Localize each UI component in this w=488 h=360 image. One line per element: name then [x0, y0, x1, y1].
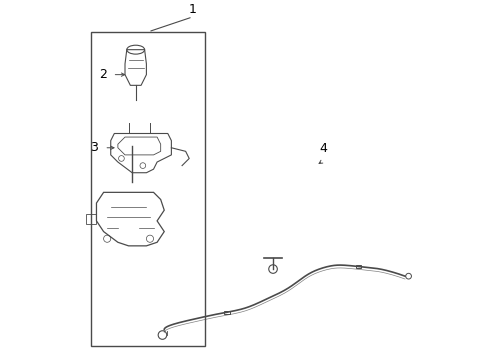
- Text: 1: 1: [188, 3, 196, 16]
- Text: 4: 4: [318, 142, 326, 155]
- Bar: [91, 32, 205, 346]
- Text: 3: 3: [90, 141, 98, 154]
- Text: 2: 2: [99, 68, 107, 81]
